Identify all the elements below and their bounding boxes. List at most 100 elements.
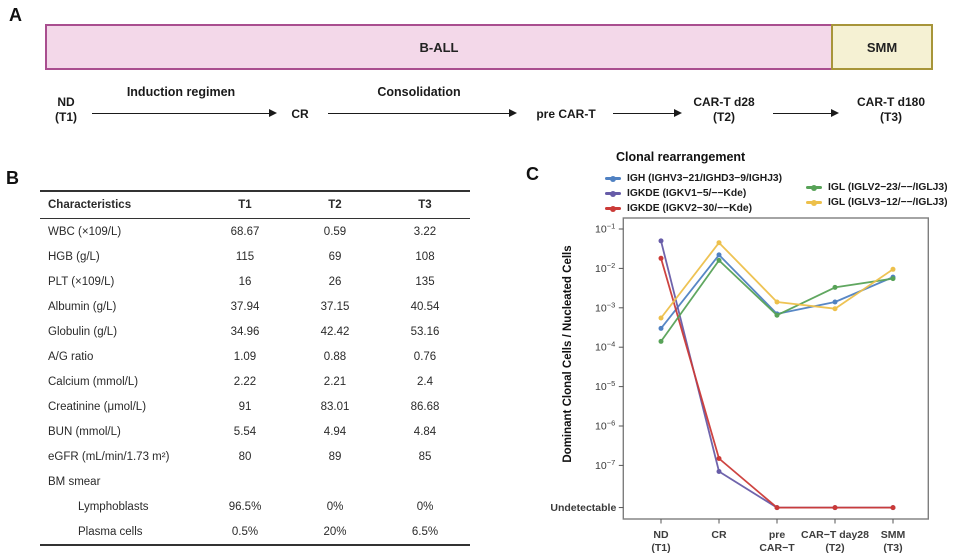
x-axis-tick-label: CAR−T day28: [801, 529, 869, 541]
legend-line-marker-icon: [605, 190, 621, 197]
row-name-cell: Globulin (g/L): [48, 325, 118, 338]
row-value-cell: 80: [238, 450, 252, 463]
row-value-cell: 96.5%: [228, 500, 262, 513]
legend-point-icon: [811, 199, 817, 206]
x-axis-tick-label: ND: [653, 529, 669, 541]
data-point: [716, 252, 722, 258]
x-axis-tick-sublabel: (T1): [651, 542, 670, 554]
timeline-arrow-icon: [613, 109, 682, 118]
row-name-cell: Creatinine (μmol/L): [48, 400, 147, 413]
legend-point-icon: [610, 205, 616, 212]
legend-item-label: IGL (IGLV2−23/−−/IGLJ3): [828, 182, 948, 193]
timeline-arrow-label: Induction regimen: [126, 85, 236, 99]
table-row: eGFR (mL/min/1.73 m²) 80 89 85: [40, 444, 470, 469]
data-point: [832, 284, 838, 290]
data-point: [774, 299, 780, 305]
legend-point-icon: [610, 175, 616, 182]
data-point: [890, 505, 896, 511]
row-value-cell: 5.54: [233, 425, 257, 438]
row-value-cell: 20%: [290, 519, 380, 546]
legend-item: IGL (IGLV3−12/−−/IGLJ3): [806, 195, 948, 210]
disease-phase-bar: B-ALL SMM: [45, 24, 935, 70]
table-row: Albumin (g/L) 37.94 37.15 40.54: [40, 294, 470, 319]
x-axis-tick-label: pre: [769, 529, 786, 541]
row-value-cell: 0.59: [323, 225, 347, 238]
legend-item-label: IGH (IGHV3−21/IGHD3−9/IGHJ3): [627, 173, 783, 184]
x-axis-tick-label: CR: [711, 529, 727, 541]
legend-point-icon: [610, 190, 616, 197]
row-value-cell: 2.22: [233, 375, 257, 388]
timeline-arrow-icon: [92, 109, 277, 118]
table-row: Plasma cells 0.5% 20% 6.5%: [40, 519, 470, 546]
y-axis-tick-label: 10−7: [595, 458, 615, 472]
table-row: Globulin (g/L) 34.96 42.42 53.16: [40, 319, 470, 344]
data-point: [658, 338, 664, 344]
table-row: Lymphoblasts 96.5% 0% 0%: [40, 494, 470, 519]
row-name-cell: eGFR (mL/min/1.73 m²): [48, 450, 170, 463]
row-value-cell: [200, 469, 290, 494]
y-axis-tick-label: 10−5: [595, 379, 615, 393]
table-row: PLT (×109/L) 16 26 135: [40, 269, 470, 294]
table-header-cell: T3: [380, 190, 470, 219]
timeline-step-sublabel: (T3): [880, 110, 902, 124]
table-row: WBC (×109/L) 68.67 0.59 3.22: [40, 219, 470, 245]
row-value-cell: 69: [328, 250, 342, 263]
series-line: [660, 241, 894, 319]
row-value-cell: 115: [235, 250, 255, 263]
phase-box-ball-label: B-ALL: [419, 39, 459, 55]
x-axis-tick-sublabel: CAR−T: [759, 542, 795, 554]
legend-line-marker-icon: [806, 199, 822, 206]
panel-b-label: B: [6, 168, 19, 188]
data-point: [658, 325, 664, 331]
legend-item: IGKDE (IGKV1−5/−−Kde): [605, 186, 782, 201]
row-value-cell: 0%: [416, 500, 434, 513]
clonal-cells-line-chart: 10−1 10−2 10−3 10−4 10−5 10−6 10−7 Undetectable…: [550, 217, 930, 554]
row-value-cell: 1.09: [233, 350, 257, 363]
data-point: [832, 299, 838, 305]
row-value-cell: 85: [418, 450, 432, 463]
row-value-cell: 6.5%: [380, 519, 470, 546]
timeline-step-label: pre CAR-T: [536, 107, 596, 121]
row-value-cell: 34.96: [230, 325, 260, 338]
characteristics-table-panel: Characteristics T1 T2 T3 WBC (×109/L) 68.67 0…: [40, 190, 470, 546]
row-name-cell: WBC (×109/L): [48, 225, 122, 238]
data-point: [658, 315, 664, 321]
legend-line-marker-icon: [605, 205, 621, 212]
legend-line-marker-icon: [806, 184, 822, 191]
row-value-cell: [380, 469, 470, 494]
row-value-cell: 37.15: [320, 300, 350, 313]
y-axis-tick-label: 10−6: [595, 419, 615, 433]
data-point: [716, 456, 722, 461]
y-axis-tick-label: 10−2: [595, 261, 615, 275]
row-name-cell: Lymphoblasts: [78, 500, 149, 513]
table-row: Creatinine (μmol/L) 91 83.01 86.68: [40, 394, 470, 419]
data-point: [716, 469, 722, 474]
data-point: [890, 276, 896, 282]
timeline-arrow-icon: [773, 109, 839, 118]
legend-title: Clonal rearrangement: [616, 150, 746, 164]
table-row: Calcium (mmol/L) 2.22 2.21 2.4: [40, 369, 470, 394]
row-value-cell: 83.01: [320, 400, 350, 413]
series-line: [660, 258, 893, 509]
row-value-cell: 2.21: [323, 375, 347, 388]
timeline-step-label: CAR-T d180: [856, 95, 925, 109]
row-name-cell: Plasma cells: [40, 519, 200, 546]
data-point: [716, 240, 722, 246]
phase-box-ball: B-ALL: [45, 24, 833, 70]
legend-item: IGH (IGHV3−21/IGHD3−9/IGHJ3): [605, 171, 782, 186]
x-axis-tick-sublabel: (T2): [825, 542, 844, 554]
data-point: [832, 505, 838, 511]
panel-c-label: C: [526, 164, 539, 184]
table-header-cell: Characteristics: [40, 190, 200, 219]
phase-box-smm: SMM: [831, 24, 933, 70]
row-name-cell: HGB (g/L): [48, 250, 100, 263]
y-axis-tick-label: 10−1: [595, 222, 615, 236]
table-row: BUN (mmol/L) 5.54 4.94 4.84: [40, 419, 470, 444]
characteristics-table: Characteristics T1 T2 T3 WBC (×109/L) 68.67 0…: [40, 190, 470, 546]
row-value-cell: 0.88: [323, 350, 347, 363]
table-row: BM smear: [40, 469, 470, 494]
row-name-cell: BUN (mmol/L): [48, 425, 121, 438]
timeline-arrow-icon: [328, 109, 517, 118]
timeline-step-cart-d28: CAR-T d28 (T2): [684, 95, 764, 125]
data-point: [832, 306, 838, 312]
